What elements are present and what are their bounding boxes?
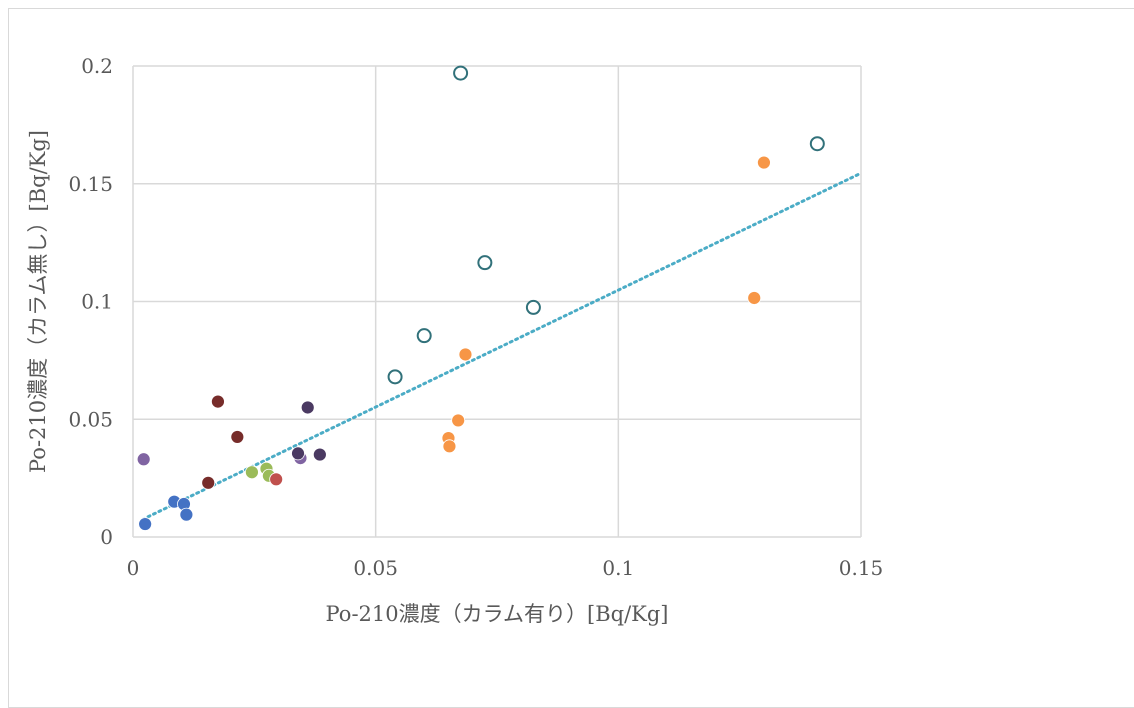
x-tick-label: 0.05 (353, 556, 398, 580)
data-point (809, 136, 825, 152)
data-point (453, 65, 469, 81)
y-tick-label: 0 (100, 525, 113, 549)
data-point (442, 439, 457, 454)
data-points (136, 65, 825, 531)
y-tick-label: 0.1 (81, 290, 113, 314)
data-point (201, 475, 216, 490)
data-point (458, 347, 473, 362)
data-point (179, 507, 194, 522)
data-point (300, 400, 315, 415)
data-point (211, 394, 225, 409)
data-point (312, 447, 327, 462)
trendline (141, 171, 863, 521)
data-point (525, 299, 541, 315)
data-point (269, 472, 284, 487)
data-point (230, 430, 245, 444)
data-point (416, 328, 432, 344)
x-tick-label: 0.1 (602, 556, 634, 580)
y-tick-label: 0.15 (68, 172, 113, 196)
scatter-chart: 0 0.05 0.1 0.15 0 0.05 0.1 0.15 0.2 Po-210濃度（カラム… (26, 54, 883, 626)
y-tick-label: 0.05 (68, 407, 113, 431)
data-point (245, 465, 259, 480)
y-axis-title: Po-210濃度（カラム無し）[Bq/Kg] (26, 130, 50, 473)
y-tick-label: 0.2 (81, 54, 113, 78)
data-point (747, 291, 762, 305)
data-point (138, 517, 153, 531)
chart-frame: 0 0.05 0.1 0.15 0 0.05 0.1 0.15 0.2 Po-210濃度（カラム… (8, 8, 1134, 708)
x-tick-label: 0 (127, 556, 140, 580)
data-point (291, 446, 305, 461)
data-point (477, 255, 493, 271)
x-axis-title: Po-210濃度（カラム有り）[Bq/Kg] (326, 602, 669, 626)
data-point (387, 369, 403, 385)
data-point (757, 155, 771, 170)
tick-labels: 0 0.05 0.1 0.15 0 0.05 0.1 0.15 0.2 (68, 54, 883, 580)
data-point (136, 452, 151, 467)
x-tick-label: 0.15 (839, 556, 884, 580)
data-point (451, 413, 466, 428)
gridlines (132, 65, 862, 538)
